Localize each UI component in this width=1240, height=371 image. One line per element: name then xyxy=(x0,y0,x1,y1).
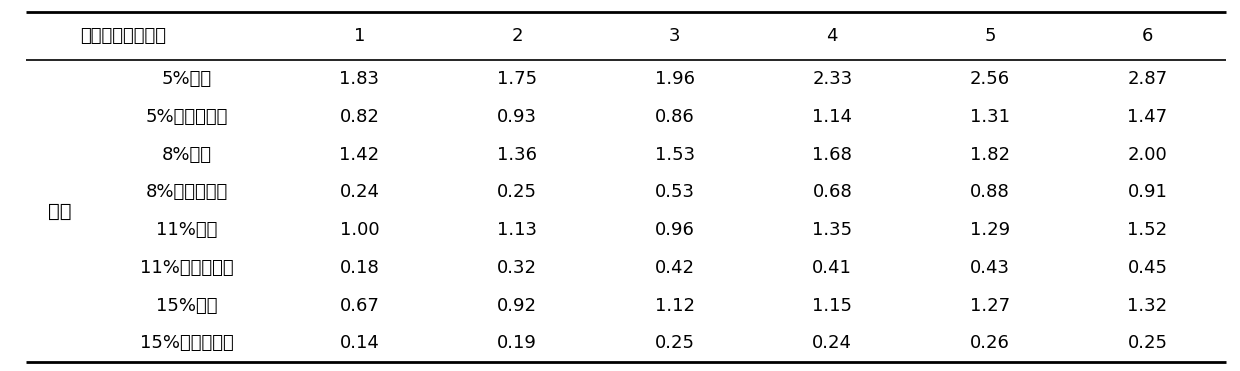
Text: 0.53: 0.53 xyxy=(655,183,694,201)
Text: 15%水泥: 15%水泥 xyxy=(156,297,217,315)
Text: 0.91: 0.91 xyxy=(1127,183,1167,201)
Text: 1.53: 1.53 xyxy=(655,146,694,164)
Text: 0.88: 0.88 xyxy=(970,183,1009,201)
Text: 0.24: 0.24 xyxy=(340,183,379,201)
Text: 1.32: 1.32 xyxy=(1127,297,1168,315)
Text: 0.45: 0.45 xyxy=(1127,259,1167,277)
Text: 2.56: 2.56 xyxy=(970,70,1009,88)
Text: 0.68: 0.68 xyxy=(812,183,852,201)
Text: 1.15: 1.15 xyxy=(812,297,852,315)
Text: 试件: 试件 xyxy=(47,202,71,221)
Text: 1.83: 1.83 xyxy=(340,70,379,88)
Text: 5: 5 xyxy=(985,27,996,45)
Text: 1.13: 1.13 xyxy=(497,221,537,239)
Text: 0.86: 0.86 xyxy=(655,108,694,126)
Text: 15%复合改良剂: 15%复合改良剂 xyxy=(140,334,233,352)
Text: 1.47: 1.47 xyxy=(1127,108,1168,126)
Text: 2.00: 2.00 xyxy=(1127,146,1167,164)
Text: 1.42: 1.42 xyxy=(340,146,379,164)
Text: 0.92: 0.92 xyxy=(497,297,537,315)
Text: 8%水泥: 8%水泥 xyxy=(161,146,212,164)
Text: 0.18: 0.18 xyxy=(340,259,379,277)
Text: 0.67: 0.67 xyxy=(340,297,379,315)
Text: 0.26: 0.26 xyxy=(970,334,1009,352)
Text: 1.27: 1.27 xyxy=(970,297,1009,315)
Text: 0.41: 0.41 xyxy=(812,259,852,277)
Text: 2.33: 2.33 xyxy=(812,70,852,88)
Text: 5%复合改良剂: 5%复合改良剂 xyxy=(145,108,228,126)
Text: 1.12: 1.12 xyxy=(655,297,694,315)
Text: 0.25: 0.25 xyxy=(655,334,694,352)
Text: 4: 4 xyxy=(827,27,838,45)
Text: 1.75: 1.75 xyxy=(497,70,537,88)
Text: 11%复合改良剂: 11%复合改良剂 xyxy=(140,259,233,277)
Text: 1.29: 1.29 xyxy=(970,221,1009,239)
Text: 1.52: 1.52 xyxy=(1127,221,1168,239)
Text: 0.19: 0.19 xyxy=(497,334,537,352)
Text: 0.25: 0.25 xyxy=(1127,334,1167,352)
Text: 6: 6 xyxy=(1142,27,1153,45)
Text: 0.42: 0.42 xyxy=(655,259,694,277)
Text: 1.31: 1.31 xyxy=(970,108,1009,126)
Text: 0.82: 0.82 xyxy=(340,108,379,126)
Text: 1.36: 1.36 xyxy=(497,146,537,164)
Text: 0.32: 0.32 xyxy=(497,259,537,277)
Text: 2.87: 2.87 xyxy=(1127,70,1168,88)
Text: 2: 2 xyxy=(511,27,523,45)
Text: 0.25: 0.25 xyxy=(497,183,537,201)
Text: 0.43: 0.43 xyxy=(970,259,1009,277)
Text: 0.96: 0.96 xyxy=(655,221,694,239)
Text: 0.24: 0.24 xyxy=(812,334,852,352)
Text: 3: 3 xyxy=(668,27,681,45)
Text: 5%水泥: 5%水泥 xyxy=(161,70,212,88)
Text: 1.96: 1.96 xyxy=(655,70,694,88)
Text: 浸水冻融循环次数: 浸水冻融循环次数 xyxy=(81,27,166,45)
Text: 0.93: 0.93 xyxy=(497,108,537,126)
Text: 8%复合改良剂: 8%复合改良剂 xyxy=(145,183,228,201)
Text: 1.35: 1.35 xyxy=(812,221,852,239)
Text: 0.14: 0.14 xyxy=(340,334,379,352)
Text: 1.68: 1.68 xyxy=(812,146,852,164)
Text: 11%水泥: 11%水泥 xyxy=(156,221,217,239)
Text: 1: 1 xyxy=(353,27,366,45)
Text: 1.00: 1.00 xyxy=(340,221,379,239)
Text: 1.14: 1.14 xyxy=(812,108,852,126)
Text: 1.82: 1.82 xyxy=(970,146,1009,164)
